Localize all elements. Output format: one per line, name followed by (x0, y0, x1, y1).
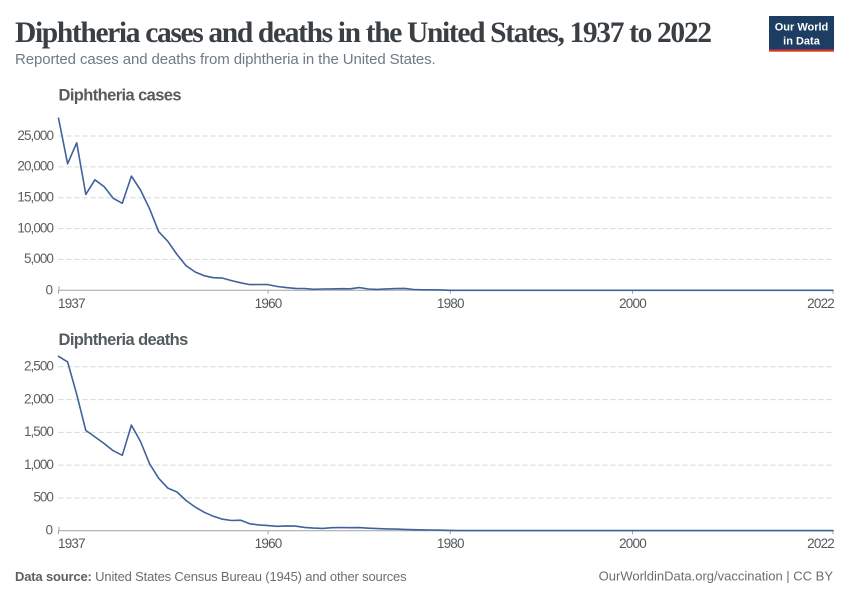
svg-text:1980: 1980 (437, 296, 464, 311)
svg-text:2022: 2022 (807, 536, 834, 551)
svg-text:1980: 1980 (437, 536, 464, 551)
svg-text:500: 500 (33, 490, 53, 505)
svg-text:Diphtheria cases: Diphtheria cases (59, 87, 182, 105)
svg-text:2000: 2000 (619, 296, 646, 311)
svg-text:Diphtheria deaths: Diphtheria deaths (59, 331, 189, 349)
svg-text:Data source: United States Cen: Data source: United States Census Bureau… (15, 569, 407, 584)
svg-text:2,000: 2,000 (24, 391, 53, 406)
svg-text:1937: 1937 (58, 536, 85, 551)
svg-text:20,000: 20,000 (17, 159, 53, 174)
svg-text:5,000: 5,000 (24, 251, 53, 266)
svg-text:1,000: 1,000 (24, 457, 53, 472)
svg-text:1937: 1937 (58, 296, 85, 311)
svg-text:Reported cases and deaths from: Reported cases and deaths from diphtheri… (15, 51, 436, 68)
svg-text:1,500: 1,500 (24, 424, 53, 439)
svg-text:2,500: 2,500 (24, 359, 53, 374)
svg-text:Our World: Our World (775, 21, 829, 33)
svg-text:1960: 1960 (255, 296, 282, 311)
svg-text:2000: 2000 (619, 536, 646, 551)
svg-text:15,000: 15,000 (17, 190, 53, 205)
svg-text:Diphtheria cases and deaths in: Diphtheria cases and deaths in the Unite… (15, 17, 711, 49)
svg-text:in Data: in Data (783, 36, 821, 48)
svg-text:10,000: 10,000 (17, 220, 53, 235)
svg-text:25,000: 25,000 (17, 128, 53, 143)
svg-text:0: 0 (45, 523, 53, 538)
svg-text:0: 0 (45, 282, 53, 297)
svg-text:2022: 2022 (807, 296, 834, 311)
svg-text:1960: 1960 (255, 536, 282, 551)
svg-text:OurWorldinData.org/vaccination: OurWorldinData.org/vaccination | CC BY (599, 569, 834, 584)
